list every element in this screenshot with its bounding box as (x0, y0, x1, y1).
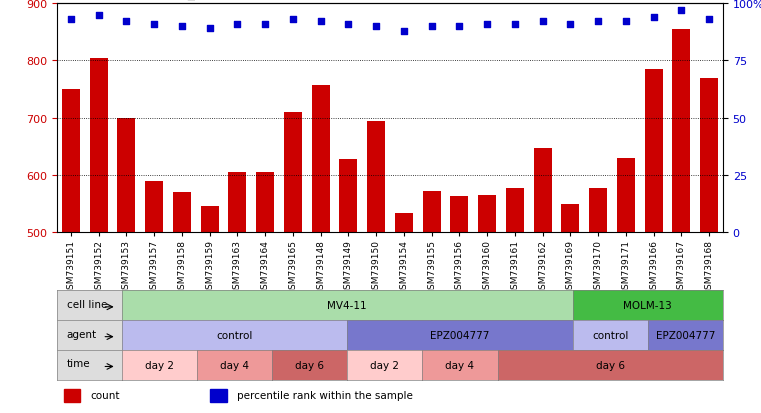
Point (703, 17, 715, 24)
Point (675, 8, 687, 14)
Point (592, 19, 604, 26)
Text: day 2: day 2 (371, 360, 400, 370)
Point (259, 21, 271, 28)
Bar (173, 193, 191, 233)
Bar (367, 121, 385, 233)
Point (314, 19, 326, 26)
Point (93, 12, 105, 19)
Bar (117, 119, 135, 233)
Point (648, 14, 660, 21)
Text: control: control (592, 330, 629, 340)
Bar (700, 78, 718, 233)
Bar (422, 192, 441, 233)
Text: cell line: cell line (67, 299, 107, 309)
Text: day 2: day 2 (145, 360, 174, 370)
Text: count: count (91, 390, 120, 401)
Text: control: control (216, 330, 253, 340)
Bar (312, 85, 330, 233)
Bar (339, 160, 358, 233)
Point (509, 21, 521, 28)
Point (564, 21, 576, 28)
Text: MOLM-13: MOLM-13 (623, 301, 672, 311)
Bar (478, 196, 496, 233)
Bar (228, 173, 247, 233)
Bar (451, 197, 468, 233)
Bar (589, 188, 607, 233)
Point (176, 24, 188, 30)
Point (148, 21, 161, 28)
Text: agent: agent (67, 329, 97, 339)
Bar (62, 90, 80, 233)
Text: time: time (67, 358, 91, 368)
Bar (672, 30, 690, 233)
Bar (284, 113, 302, 233)
Point (370, 24, 382, 30)
Bar (210, 389, 227, 402)
Bar (617, 159, 635, 233)
Point (454, 24, 466, 30)
Point (425, 24, 438, 30)
Bar (201, 206, 218, 233)
Text: day 6: day 6 (596, 360, 625, 370)
Bar (645, 70, 663, 233)
Text: EPZ004777: EPZ004777 (656, 330, 715, 340)
Point (231, 21, 244, 28)
Text: day 4: day 4 (445, 360, 474, 370)
Bar (145, 181, 163, 233)
Point (287, 17, 299, 24)
Bar (562, 205, 579, 233)
Point (619, 19, 632, 26)
Point (481, 21, 493, 28)
Text: percentile rank within the sample: percentile rank within the sample (237, 390, 412, 401)
Bar (506, 189, 524, 233)
Bar (90, 59, 108, 233)
Text: day 4: day 4 (220, 360, 249, 370)
Point (120, 19, 132, 26)
Point (398, 28, 410, 35)
Point (537, 19, 549, 26)
Point (204, 26, 216, 33)
Bar (395, 214, 413, 233)
Bar (533, 149, 552, 233)
Point (342, 21, 355, 28)
Text: EPZ004777: EPZ004777 (430, 330, 489, 340)
Bar (256, 173, 274, 233)
Bar (64, 389, 81, 402)
Point (65, 17, 77, 24)
Text: MV4-11: MV4-11 (327, 301, 367, 311)
Text: day 6: day 6 (295, 360, 324, 370)
